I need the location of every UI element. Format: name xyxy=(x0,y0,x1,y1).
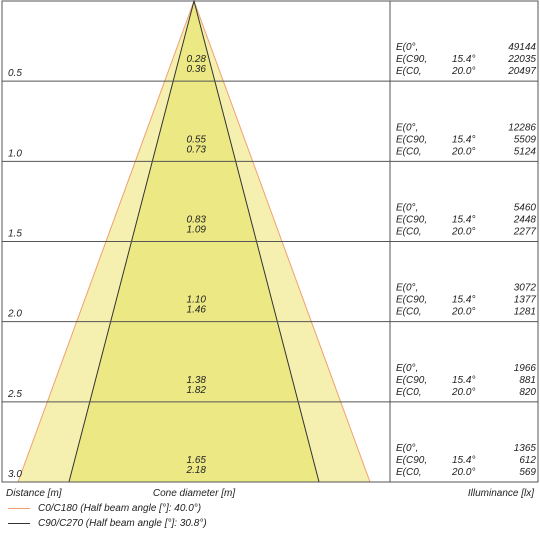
diameter-c90-label: 1.09 xyxy=(187,225,207,236)
illum-e0-value: 5460 xyxy=(514,203,537,214)
legend-c0-swatch xyxy=(8,508,30,509)
illum-ec90-value: 1377 xyxy=(514,295,537,306)
illum-ec0-value: 569 xyxy=(519,467,536,478)
distance-label: 2.5 xyxy=(7,389,22,400)
illum-ec90-label: E(C90, xyxy=(396,215,427,226)
illum-e0-value: 1966 xyxy=(514,363,537,374)
illum-e0-label: E(0°, xyxy=(396,203,418,214)
illum-ec0-value: 820 xyxy=(519,387,536,398)
diameter-c0-label: 1.65 xyxy=(187,455,207,466)
illum-e0-label: E(0°, xyxy=(396,122,418,133)
illum-ec0-angle: 20.0° xyxy=(451,227,475,238)
illum-ec90-angle: 15.4° xyxy=(452,455,475,466)
diameter-c90-label: 2.18 xyxy=(186,465,207,476)
distance-label: 3.0 xyxy=(8,469,22,480)
illum-ec90-label: E(C90, xyxy=(396,54,427,65)
illum-ec0-angle: 20.0° xyxy=(451,387,475,398)
distance-label: 0.5 xyxy=(8,68,22,79)
illum-e0-label: E(0°, xyxy=(396,42,418,53)
illum-ec0-label: E(C0, xyxy=(396,387,422,398)
illum-e0-label: E(0°, xyxy=(396,443,418,454)
illum-e0-value: 49144 xyxy=(508,42,536,53)
illum-ec90-label: E(C90, xyxy=(396,375,427,386)
illum-e0-label: E(0°, xyxy=(396,283,418,294)
illum-ec0-label: E(C0, xyxy=(396,307,422,318)
illum-ec0-label: E(C0, xyxy=(396,66,422,77)
illum-e0-label: E(0°, xyxy=(396,363,418,374)
distance-label: 1.5 xyxy=(8,229,22,240)
illum-ec90-label: E(C90, xyxy=(396,455,427,466)
illum-ec0-value: 20497 xyxy=(507,66,536,77)
illum-ec90-angle: 15.4° xyxy=(452,295,475,306)
illum-ec0-label: E(C0, xyxy=(396,467,422,478)
illum-ec90-angle: 15.4° xyxy=(452,54,475,65)
illum-ec0-value: 5124 xyxy=(514,146,537,157)
legend-c0-label: C0/C180 (Half beam angle [°]: 40.0°) xyxy=(38,503,202,514)
diameter-c90-label: 0.36 xyxy=(187,64,207,75)
diameter-c90-label: 0.73 xyxy=(187,144,207,155)
distance-label: 1.0 xyxy=(8,148,22,159)
diameter-c90-label: 1.46 xyxy=(187,305,207,316)
legend-c0: C0/C180 (Half beam angle [°]: 40.0°) xyxy=(0,503,201,514)
illum-ec90-label: E(C90, xyxy=(396,295,427,306)
distance-label: 2.0 xyxy=(7,309,22,320)
legend-c90-swatch xyxy=(8,523,30,524)
distance-axis-label: Distance [m] xyxy=(6,488,62,499)
diameter-c90-label: 1.82 xyxy=(187,385,207,396)
illum-ec90-value: 2448 xyxy=(513,215,537,226)
illum-ec90-value: 612 xyxy=(519,455,536,466)
illum-ec0-value: 2277 xyxy=(513,227,537,238)
illuminance-axis-label: Illuminance [lx] xyxy=(468,488,534,499)
legend-c90: C90/C270 (Half beam angle [°]: 30.8°) xyxy=(0,518,207,529)
illum-ec90-label: E(C90, xyxy=(396,134,427,145)
illum-ec0-angle: 20.0° xyxy=(451,146,475,157)
illum-ec90-value: 881 xyxy=(519,375,536,386)
illum-ec0-angle: 20.0° xyxy=(451,467,475,478)
illum-ec90-angle: 15.4° xyxy=(452,134,475,145)
illum-ec0-angle: 20.0° xyxy=(451,66,475,77)
illum-ec0-angle: 20.0° xyxy=(451,307,475,318)
illum-e0-value: 3072 xyxy=(514,283,537,294)
illum-ec90-value: 5509 xyxy=(514,134,537,145)
illum-ec0-label: E(C0, xyxy=(396,146,422,157)
legend-c90-label: C90/C270 (Half beam angle [°]: 30.8°) xyxy=(38,518,207,529)
illum-e0-value: 1365 xyxy=(514,443,537,454)
diameter-axis-label: Cone diameter [m] xyxy=(153,488,235,499)
diameter-c0-label: 0.28 xyxy=(187,54,207,65)
illum-ec90-value: 22035 xyxy=(507,54,536,65)
diameter-c0-label: 1.38 xyxy=(187,375,207,386)
illum-ec90-angle: 15.4° xyxy=(452,375,475,386)
illum-ec0-label: E(C0, xyxy=(396,227,422,238)
illum-ec0-value: 1281 xyxy=(514,307,536,318)
diameter-c0-label: 0.55 xyxy=(187,134,207,145)
diameter-c0-label: 0.83 xyxy=(187,215,207,226)
illum-e0-value: 12286 xyxy=(508,122,536,133)
illum-ec90-angle: 15.4° xyxy=(452,215,475,226)
diameter-c0-label: 1.10 xyxy=(187,295,207,306)
